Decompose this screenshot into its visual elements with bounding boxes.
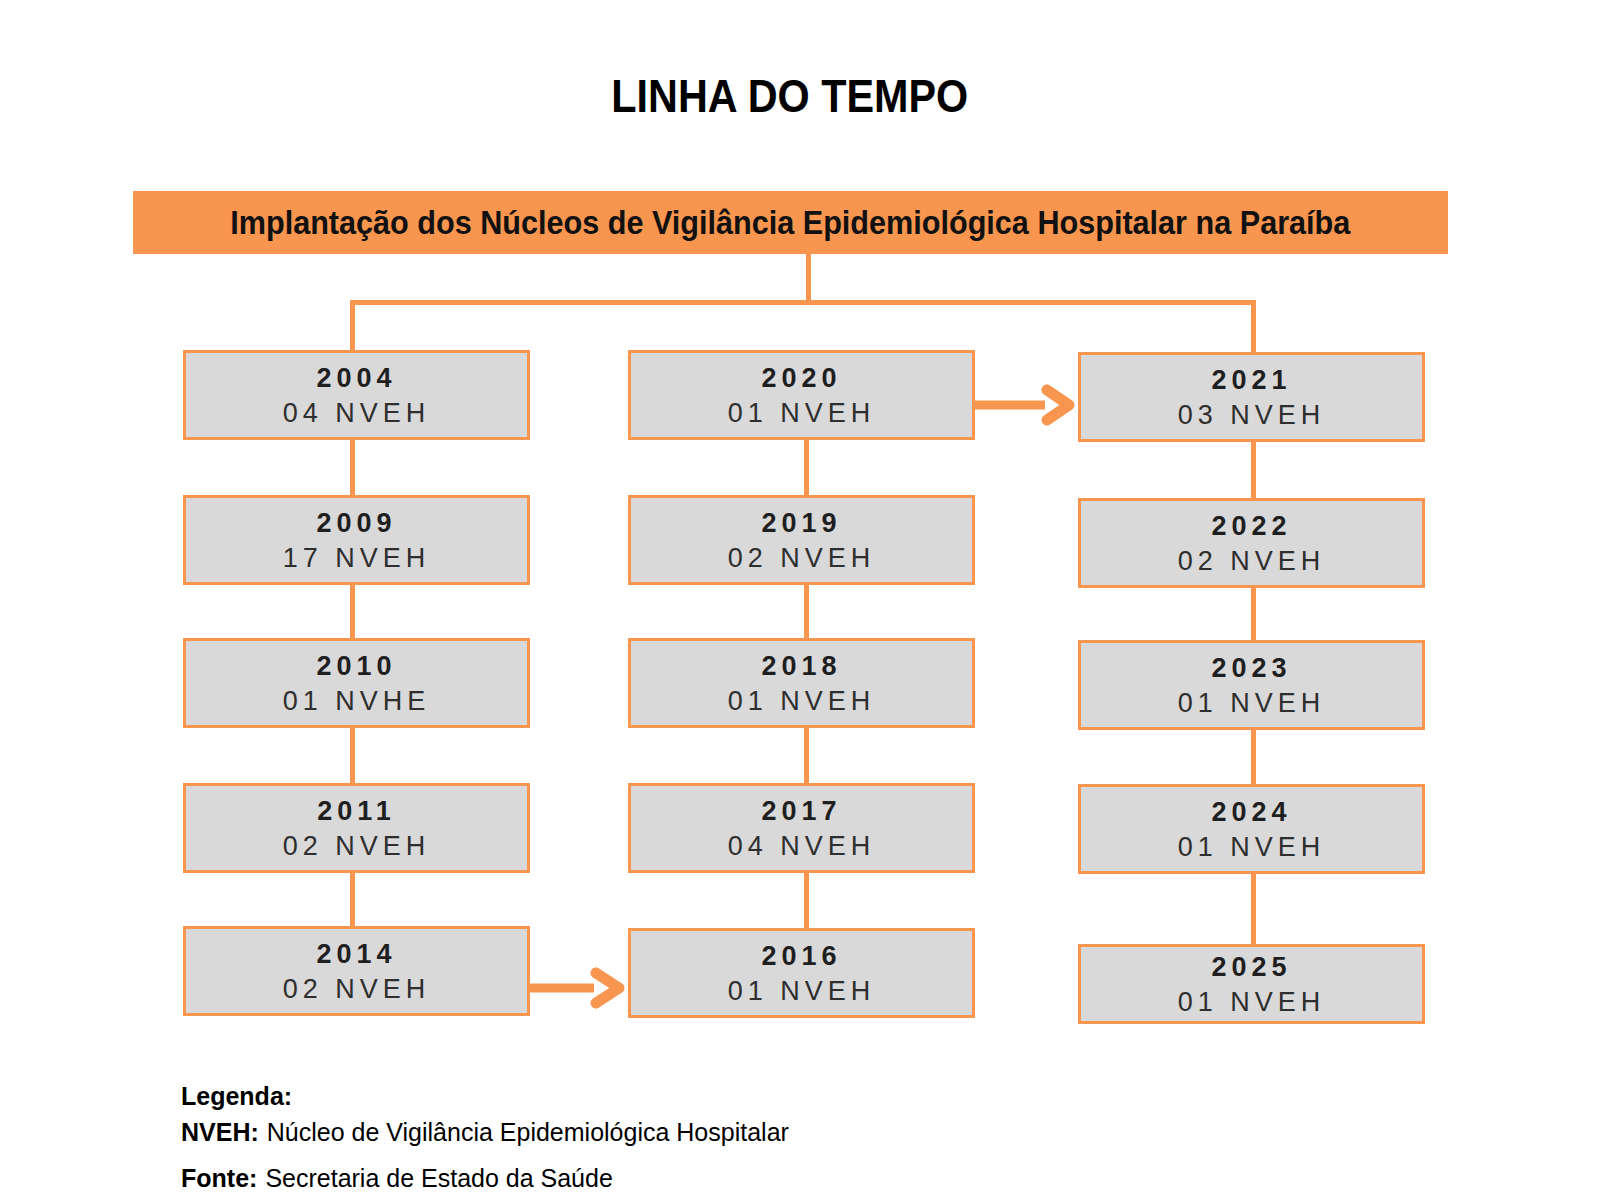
box-year: 2024 bbox=[1211, 796, 1291, 828]
box-count: 02 NVEH bbox=[728, 542, 876, 574]
timeline-box-2023: 2023 01 NVEH bbox=[1078, 640, 1425, 730]
timeline-box-2014: 2014 02 NVEH bbox=[183, 926, 530, 1016]
timeline-box-2024: 2024 01 NVEH bbox=[1078, 784, 1425, 874]
legend-abbreviation: NVEH: Núcleo de Vigilância Epidemiológica… bbox=[181, 1114, 789, 1150]
box-year: 2010 bbox=[316, 650, 396, 682]
box-count: 03 NVEH bbox=[1178, 399, 1326, 431]
box-year: 2021 bbox=[1211, 364, 1291, 396]
box-count: 01 NVEH bbox=[728, 975, 876, 1007]
connector-banner-stub bbox=[806, 252, 811, 305]
timeline-box-2020: 2020 01 NVEH bbox=[628, 350, 975, 440]
box-count: 02 NVEH bbox=[1178, 545, 1326, 577]
box-year: 2019 bbox=[761, 507, 841, 539]
banner: Implantação dos Núcleos de Vigilância Ep… bbox=[133, 191, 1448, 254]
box-count: 04 NVEH bbox=[728, 830, 876, 862]
box-count: 01 NVEH bbox=[1178, 687, 1326, 719]
box-year: 2017 bbox=[761, 795, 841, 827]
box-count: 17 NVEH bbox=[283, 542, 431, 574]
box-year: 2025 bbox=[1211, 951, 1291, 983]
timeline-box-2016: 2016 01 NVEH bbox=[628, 928, 975, 1018]
box-year: 2011 bbox=[317, 795, 396, 827]
arrow-2014-to-2016-icon bbox=[530, 966, 626, 1010]
legend-source-text: Secretaria de Estado da Saúde bbox=[265, 1164, 612, 1192]
timeline-box-2009: 2009 17 NVEH bbox=[183, 495, 530, 585]
timeline-box-2019: 2019 02 NVEH bbox=[628, 495, 975, 585]
box-year: 2022 bbox=[1211, 510, 1291, 542]
box-year: 2018 bbox=[761, 650, 841, 682]
timeline-box-2011: 2011 02 NVEH bbox=[183, 783, 530, 873]
timeline-box-2018: 2018 01 NVEH bbox=[628, 638, 975, 728]
page-title-text: LINHA DO TEMPO bbox=[612, 68, 969, 123]
legend-heading-label: Legenda: bbox=[181, 1082, 292, 1110]
box-count: 01 NVEH bbox=[1178, 831, 1326, 863]
box-year: 2004 bbox=[316, 362, 396, 394]
box-count: 04 NVEH bbox=[283, 397, 431, 429]
connector-horizontal bbox=[350, 300, 1256, 305]
legend-source-label: Fonte: bbox=[181, 1164, 257, 1192]
page-title: LINHA DO TEMPO bbox=[0, 68, 1580, 123]
timeline-box-2022: 2022 02 NVEH bbox=[1078, 498, 1425, 588]
timeline-box-2017: 2017 04 NVEH bbox=[628, 783, 975, 873]
timeline-box-2021: 2021 03 NVEH bbox=[1078, 352, 1425, 442]
timeline-box-2025: 2025 01 NVEH bbox=[1078, 944, 1425, 1024]
box-count: 02 NVEH bbox=[283, 830, 431, 862]
legend-abbr-label: NVEH: bbox=[181, 1118, 259, 1146]
box-count: 01 NVEH bbox=[728, 685, 876, 717]
legend-source: Fonte: Secretaria de Estado da Saúde bbox=[181, 1160, 789, 1196]
box-year: 2016 bbox=[761, 940, 841, 972]
box-count: 01 NVHE bbox=[283, 685, 431, 717]
box-count: 01 NVEH bbox=[728, 397, 876, 429]
timeline-box-2010: 2010 01 NVHE bbox=[183, 638, 530, 728]
legend-abbr-text: Núcleo de Vigilância Epidemiológica Hosp… bbox=[267, 1118, 789, 1146]
box-year: 2014 bbox=[316, 938, 396, 970]
arrow-2020-to-2021-icon bbox=[975, 383, 1075, 427]
timeline-box-2004: 2004 04 NVEH bbox=[183, 350, 530, 440]
box-count: 02 NVEH bbox=[283, 973, 431, 1005]
legend: Legenda: NVEH: Núcleo de Vigilância Epide… bbox=[181, 1078, 789, 1196]
legend-heading: Legenda: bbox=[181, 1078, 789, 1114]
box-year: 2020 bbox=[761, 362, 841, 394]
banner-text: Implantação dos Núcleos de Vigilância Ep… bbox=[230, 203, 1350, 242]
timeline-diagram: LINHA DO TEMPO Implantação dos Núcleos d… bbox=[0, 0, 1600, 1200]
box-year: 2023 bbox=[1211, 652, 1291, 684]
box-year: 2009 bbox=[316, 507, 396, 539]
box-count: 01 NVEH bbox=[1178, 986, 1326, 1018]
